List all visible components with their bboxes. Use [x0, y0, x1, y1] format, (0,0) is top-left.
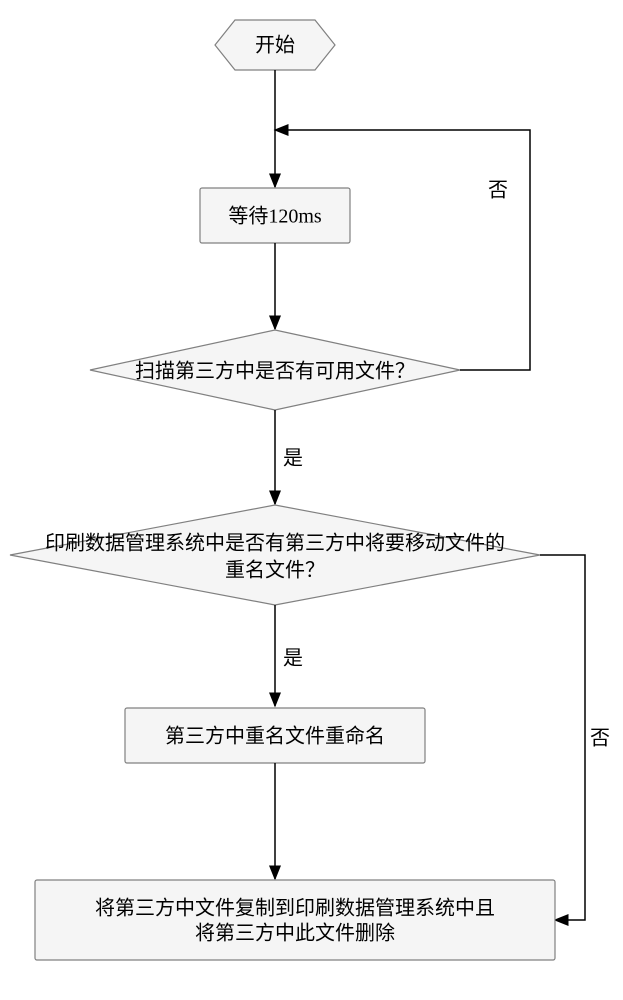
dup-label-1: 印刷数据管理系统中是否有第三方中将要移动文件的	[45, 532, 505, 555]
copy-label-2: 将第三方中此文件删除	[195, 922, 395, 945]
node-start: 开始	[215, 20, 335, 70]
flowchart: 开始 等待120ms 扫描第三方中是否有可用文件？ 否 是 印刷数据管理系统中是…	[0, 0, 623, 1000]
edge-dup-yes-label: 是	[283, 648, 303, 670]
edge-scan-no-label: 否	[488, 180, 508, 202]
edge-dup-no-label: 否	[590, 728, 610, 750]
node-rename: 第三方中重名文件重命名	[125, 708, 425, 763]
wait-label: 等待120ms	[228, 205, 322, 228]
edge-dup-yes: 是	[275, 605, 303, 706]
edge-scan-yes: 是	[275, 410, 303, 504]
dup-label-2: 重名文件？	[225, 559, 325, 582]
node-wait: 等待120ms	[200, 188, 350, 243]
node-copy: 将第三方中文件复制到印刷数据管理系统中且 将第三方中此文件删除	[35, 880, 555, 960]
start-label: 开始	[255, 34, 295, 57]
edge-scan-no: 否	[275, 130, 530, 370]
node-dup: 印刷数据管理系统中是否有第三方中将要移动文件的 重名文件？	[10, 505, 540, 605]
edge-scan-yes-label: 是	[283, 448, 303, 470]
scan-label: 扫描第三方中是否有可用文件？	[135, 360, 415, 383]
copy-label-1: 将第三方中文件复制到印刷数据管理系统中且	[95, 897, 495, 920]
edge-dup-no: 否	[540, 555, 610, 920]
rename-label: 第三方中重名文件重命名	[165, 725, 385, 748]
node-scan: 扫描第三方中是否有可用文件？	[90, 330, 460, 410]
